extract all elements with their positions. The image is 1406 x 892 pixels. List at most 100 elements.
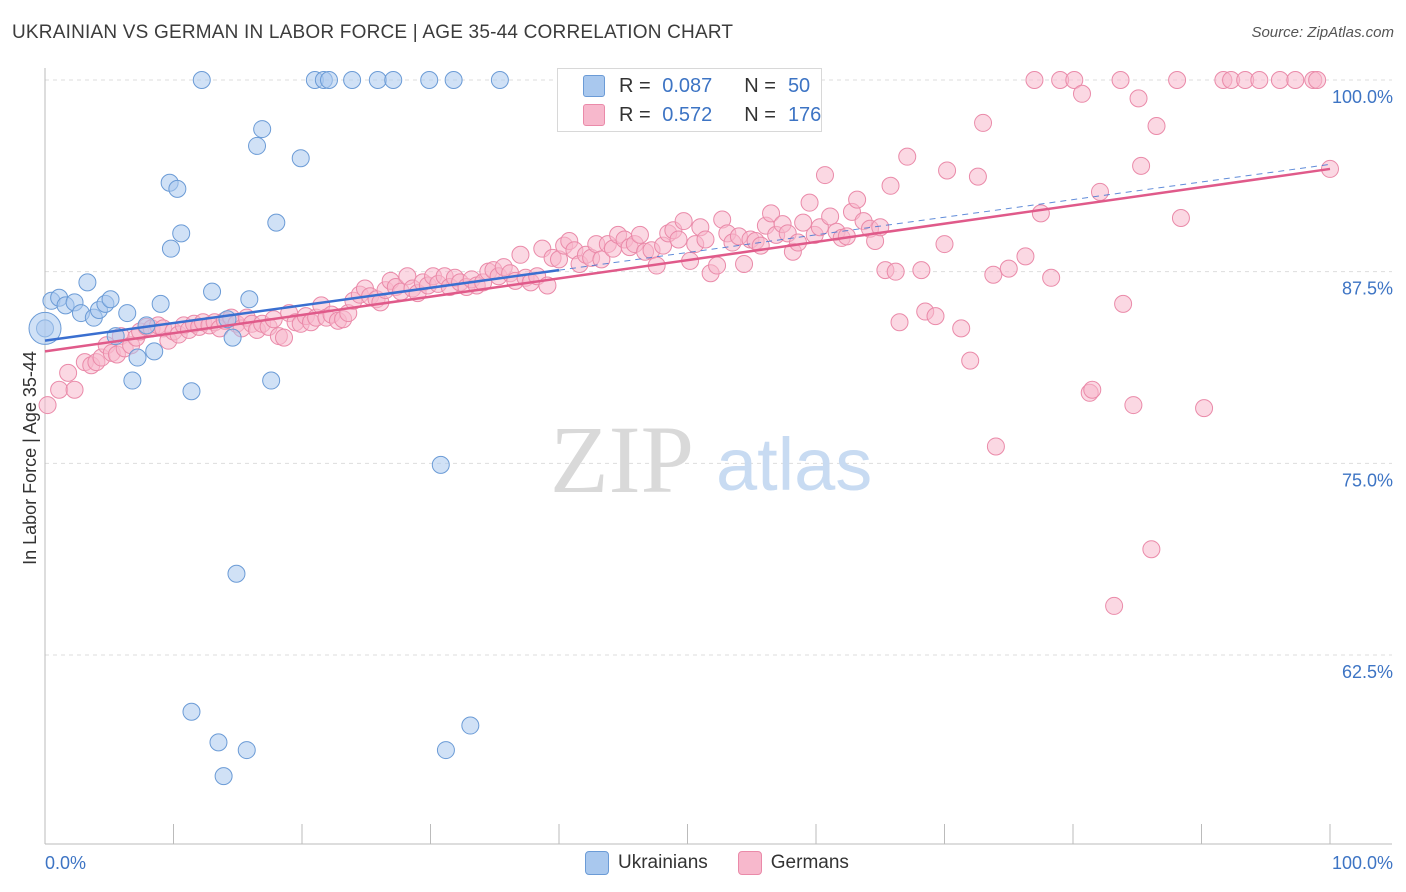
ukrainian-point (444, 71, 463, 89)
ukrainian-point (461, 716, 480, 735)
german-point (968, 167, 987, 186)
r-value: 0.087 (662, 74, 713, 97)
german-point (1065, 71, 1084, 89)
ukrainian-point (343, 71, 362, 89)
german-point (912, 261, 931, 280)
german-point (38, 396, 57, 415)
german-point (59, 363, 78, 382)
correlation-legend: R = 0.087 N = 50 R = 0.572 N = 176 (557, 68, 822, 132)
ukrainian-point (223, 328, 242, 347)
ukrainians-swatch (585, 851, 609, 875)
ukrainians-trend-extension (558, 163, 1331, 271)
german-point (735, 255, 754, 273)
german-point (1286, 71, 1305, 89)
legend-item-ukrainians: Ukrainians (585, 851, 708, 875)
ukrainian-point (214, 767, 233, 786)
ukrainians-swatch (583, 75, 605, 97)
german-point (898, 147, 917, 166)
n-value: 176 (787, 103, 822, 126)
r-label: R = (619, 74, 651, 97)
german-point (1025, 71, 1044, 89)
legend-label: Ukrainians (618, 852, 708, 873)
axes (44, 68, 1392, 845)
germans-swatch (583, 104, 605, 126)
y-axis-label: In Labor Force | Age 35-44 (20, 351, 40, 565)
legend-row-ukrainians: R = 0.087 N = 50 (558, 71, 810, 101)
german-point (275, 328, 294, 347)
legend-row-germans: R = 0.572 N = 176 (558, 100, 821, 130)
german-point (986, 437, 1005, 456)
german-point (1111, 71, 1130, 89)
german-point (886, 262, 905, 281)
german-point (1016, 247, 1035, 266)
ukrainian-point (145, 342, 164, 361)
ukrainian-point (248, 136, 267, 155)
german-point (1195, 399, 1214, 418)
ukrainian-point (262, 371, 281, 390)
german-point (926, 307, 945, 326)
ukrainian-point (78, 273, 97, 292)
german-point (938, 161, 957, 180)
legend-item-germans: Germans (737, 851, 849, 875)
german-point (1250, 71, 1269, 89)
n-label: N = (744, 103, 776, 126)
german-point (1129, 89, 1148, 108)
german-point (65, 380, 84, 399)
german-point (1031, 204, 1050, 223)
r-label: R = (619, 103, 651, 126)
ukrainian-point (118, 304, 137, 323)
german-point (708, 256, 727, 275)
german-point (881, 176, 900, 195)
ukrainian-point (151, 294, 170, 313)
n-value: 50 (787, 74, 811, 97)
german-point (1083, 380, 1102, 399)
ukrainian-point (123, 371, 142, 390)
german-point (511, 245, 530, 264)
ukrainian-point (227, 564, 246, 583)
german-point (961, 351, 980, 370)
chart-title: UKRAINIAN VS GERMAN IN LABOR FORCE | AGE… (12, 22, 734, 43)
german-point (630, 225, 649, 244)
ukrainian-point (28, 311, 62, 345)
ukrainian-point (319, 71, 338, 89)
watermark-atlas: atlas (716, 423, 872, 506)
ukrainian-point (203, 282, 222, 301)
german-point (800, 193, 819, 212)
german-point (1171, 209, 1190, 227)
watermark-zip: ZIP (550, 406, 694, 513)
n-label: N = (744, 74, 776, 97)
ukrainian-point (384, 71, 403, 89)
ukrainian-point (209, 733, 228, 752)
ukrainian-point (240, 290, 259, 309)
ukrainian-point (128, 348, 147, 367)
source-credit: Source: ZipAtlas.com (1251, 24, 1394, 41)
ukrainians-trend-line (44, 268, 560, 342)
german-point (1072, 84, 1091, 103)
german-point (815, 166, 834, 185)
german-point (669, 230, 688, 249)
ukrainian-point (101, 290, 120, 309)
ukrainian-point (431, 455, 450, 474)
ukrainian-point (161, 239, 180, 258)
watermark: ZIP atlas (550, 406, 872, 513)
german-point (1124, 396, 1143, 415)
ukrainian-point (291, 149, 310, 168)
german-point (1132, 156, 1151, 175)
germans-swatch (737, 851, 762, 875)
gridlines (45, 79, 1392, 656)
ukrainian-point (368, 71, 387, 89)
ukrainian-point (436, 741, 455, 760)
german-point (50, 380, 69, 399)
y-tick-label: 100.0% (1332, 87, 1393, 107)
ukrainian-point (192, 71, 211, 89)
ukrainian-point (253, 120, 272, 139)
german-point (1090, 182, 1109, 201)
y-tick-label: 75.0% (1342, 470, 1393, 490)
r-value: 0.572 (662, 103, 713, 126)
ukrainian-point (168, 179, 187, 198)
german-point (821, 207, 840, 226)
german-point (1042, 268, 1061, 287)
german-point (974, 113, 993, 132)
german-point (1105, 596, 1124, 615)
